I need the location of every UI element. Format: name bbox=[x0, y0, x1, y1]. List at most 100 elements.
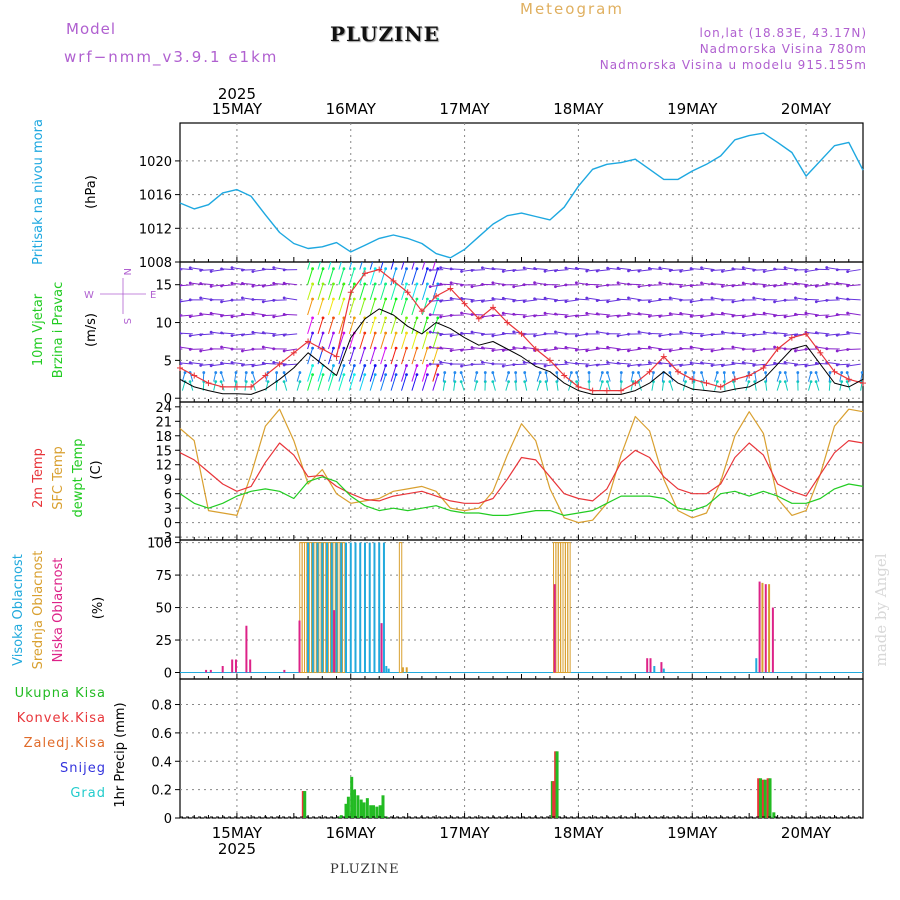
precip-legend-4: Grad bbox=[70, 786, 106, 801]
wind-arrow bbox=[369, 283, 376, 300]
wind-arrow-head bbox=[428, 362, 432, 366]
wind-arrow-head bbox=[564, 283, 568, 287]
wind-arrow-head bbox=[700, 315, 703, 318]
wind-arrow-head bbox=[595, 285, 599, 289]
precip-bar bbox=[359, 799, 363, 818]
wind-arrow bbox=[401, 268, 407, 285]
cloud-bar bbox=[349, 542, 352, 673]
wind-arrow-head bbox=[564, 266, 568, 270]
wind-arrow-head bbox=[606, 380, 609, 384]
wind-arrow-head bbox=[647, 345, 651, 349]
wind-arrow-head bbox=[595, 269, 599, 273]
wind-arrow bbox=[317, 283, 324, 300]
cloud-bar bbox=[553, 584, 556, 673]
pressure-frame bbox=[179, 122, 864, 263]
footer-station: PLUZINE bbox=[330, 862, 400, 877]
wind-arrow-head bbox=[689, 300, 693, 304]
wind-arrow-head bbox=[721, 330, 724, 334]
wind-arrow-head bbox=[752, 312, 756, 316]
wind-arrow bbox=[307, 298, 314, 316]
wind-arrow-head bbox=[405, 346, 408, 350]
wind-arrow bbox=[338, 298, 345, 316]
wind-arrow bbox=[815, 372, 820, 382]
wind-arrow-head bbox=[574, 334, 578, 338]
wind-arrow-head bbox=[616, 334, 620, 338]
wind-speed-line bbox=[179, 308, 864, 395]
wind-arrow-head bbox=[275, 371, 279, 374]
wind-arrow bbox=[534, 363, 548, 365]
wind-arrow-head bbox=[804, 270, 808, 273]
wind-arrow bbox=[816, 314, 830, 317]
wind-arrow-head bbox=[809, 380, 813, 384]
wind-arrow bbox=[764, 363, 778, 367]
wind-arrow bbox=[659, 267, 673, 271]
precip-bar bbox=[339, 815, 343, 818]
top-date-label: 18MAY bbox=[553, 100, 604, 118]
wind-arrow-head bbox=[606, 361, 610, 364]
wind-arrow bbox=[440, 333, 454, 336]
wind-arrow-head bbox=[220, 284, 223, 288]
wind-arrow-head bbox=[230, 347, 234, 351]
wind-arrow bbox=[390, 268, 397, 285]
wind-arrow bbox=[536, 381, 541, 391]
wind-arrow-head bbox=[512, 299, 516, 303]
cloud-ytick-label: 25 bbox=[155, 634, 172, 649]
wind-arrow-head bbox=[459, 371, 463, 374]
precipitation-ytick-label: 0.4 bbox=[151, 755, 172, 770]
wind-arrow bbox=[492, 298, 506, 301]
wind-arrow-head bbox=[721, 269, 724, 273]
cloud-bar bbox=[373, 542, 376, 673]
wind-arrow bbox=[474, 381, 478, 391]
wind-arrow bbox=[401, 283, 407, 300]
wind-arrow bbox=[774, 268, 788, 271]
wind-arrow-head bbox=[180, 345, 182, 349]
wind-arrow bbox=[661, 381, 665, 391]
temperature-ytick-label: 15 bbox=[155, 444, 172, 459]
wind-arrow-head bbox=[481, 299, 484, 303]
wind-arrow-head bbox=[209, 298, 213, 302]
wind-arrow-head bbox=[180, 284, 182, 288]
top-year-label: 2025 bbox=[218, 85, 256, 103]
pressure-ytick-label: 1020 bbox=[139, 155, 172, 170]
wind-arrow-head bbox=[405, 364, 408, 367]
wind-arrow-head bbox=[230, 315, 234, 319]
wind-arrow bbox=[338, 317, 345, 335]
wind-arrow-head bbox=[234, 371, 238, 374]
precip-bar bbox=[303, 791, 307, 818]
wind-arrow bbox=[307, 348, 314, 365]
precipitation-ytick-label: 0.6 bbox=[151, 727, 172, 742]
wind-arrow-head bbox=[405, 316, 408, 320]
wind-arrow bbox=[265, 381, 269, 391]
precip-bar bbox=[375, 806, 379, 818]
wind-arrow bbox=[461, 332, 475, 335]
cloud-bar bbox=[761, 582, 764, 673]
wind-arrow bbox=[380, 374, 387, 391]
wind-arrow bbox=[774, 362, 788, 365]
wind-arrow-head bbox=[794, 281, 797, 285]
wind-arrow-head bbox=[188, 361, 192, 365]
wind-arrow-head bbox=[491, 334, 495, 338]
precip-bar bbox=[757, 778, 761, 818]
temperature-ytick-label: 12 bbox=[155, 459, 172, 474]
temp-unit: (C) bbox=[89, 460, 104, 479]
wind-arrow-head bbox=[741, 347, 745, 351]
wind-arrow bbox=[555, 347, 569, 350]
wind-arrow-head bbox=[783, 371, 787, 374]
wind-arrow bbox=[630, 372, 634, 382]
wind-arrow-head bbox=[668, 333, 672, 336]
cloud-bar bbox=[385, 666, 388, 673]
wind-arrow bbox=[283, 372, 288, 382]
wind-arrow bbox=[180, 268, 193, 271]
model-label: Model bbox=[66, 20, 117, 38]
wind-subtitle: Brzina i Pravac bbox=[51, 282, 66, 379]
wind-arrow-head bbox=[332, 282, 335, 286]
wind-arrow-head bbox=[814, 361, 818, 365]
wind-arrow-head bbox=[491, 362, 495, 366]
wind-arrow bbox=[565, 346, 579, 350]
wind-arrow bbox=[327, 374, 334, 391]
bottom-year-label: 2025 bbox=[218, 840, 256, 858]
wind-arrow-head bbox=[384, 373, 388, 377]
temperature-ytick-label: −3 bbox=[153, 531, 172, 546]
wind-arrow-head bbox=[828, 371, 832, 374]
precip-legend-2: Zaledj.Kisa bbox=[24, 736, 106, 751]
